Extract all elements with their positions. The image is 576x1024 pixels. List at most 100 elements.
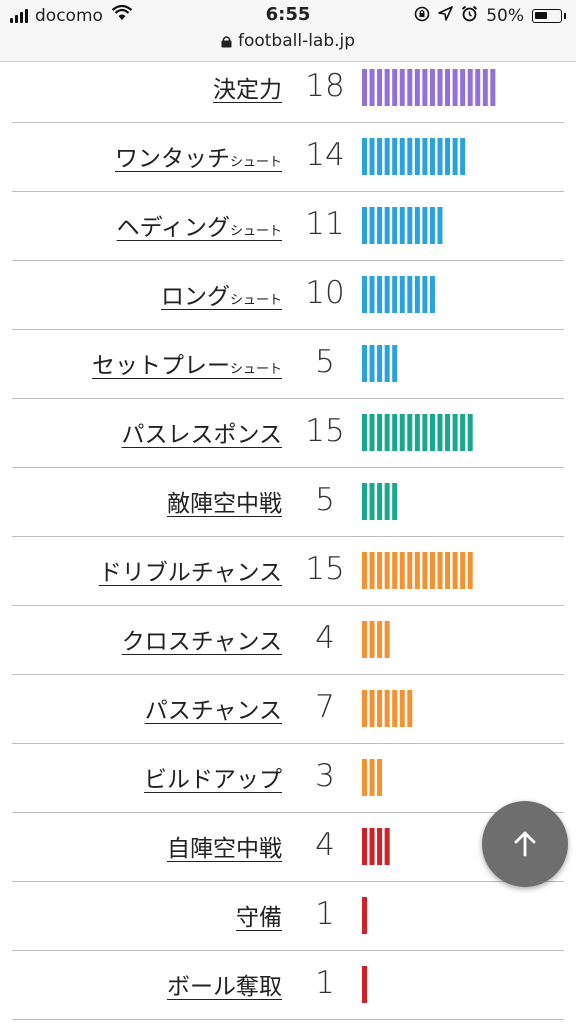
alarm-icon: [461, 5, 478, 27]
stat-row: ドリブルチャンス 15: [0, 537, 576, 606]
arrow-up-icon: [514, 831, 536, 857]
orientation-lock-icon: [414, 6, 430, 27]
bar-segment: [384, 552, 390, 589]
bar-segment: [407, 552, 413, 589]
bar-segment: [384, 276, 390, 313]
bar-segment: [377, 207, 383, 244]
stat-value: 5: [315, 482, 335, 518]
stat-bar: [362, 414, 473, 451]
bar-segment: [369, 207, 375, 244]
bar-segment: [437, 414, 443, 451]
bar-segment: [482, 69, 488, 106]
bar-segment: [377, 276, 383, 313]
row-divider: [12, 191, 564, 192]
bar-segment: [460, 552, 466, 589]
bar-segment: [407, 276, 413, 313]
bar-segment: [460, 138, 466, 175]
stat-value: 4: [315, 620, 335, 656]
bar-segment: [362, 690, 367, 727]
stat-label-link[interactable]: 敵陣空中戦: [167, 484, 282, 518]
stat-bar: [362, 345, 398, 382]
bar-segment: [369, 345, 375, 382]
stat-label-link[interactable]: ボール奪取: [167, 967, 282, 1001]
bar-segment: [362, 483, 367, 520]
bar-segment: [429, 276, 435, 313]
stat-value: 14: [305, 137, 345, 173]
stat-label: ヘディング: [116, 215, 230, 241]
row-divider: [12, 743, 564, 744]
bar-segment: [437, 69, 443, 106]
bar-segment: [407, 69, 413, 106]
stat-label-link[interactable]: ロングシュート: [161, 277, 282, 311]
bar-segment: [362, 966, 367, 1003]
stat-label: 敵陣空中戦: [167, 491, 282, 517]
stat-label-link[interactable]: パスチャンス: [145, 691, 282, 725]
address-bar[interactable]: football-lab.jp: [0, 31, 576, 51]
stat-label-link[interactable]: パスレスポンス: [121, 415, 282, 449]
stat-row: セットプレーシュート 5: [0, 330, 576, 399]
bar-segment: [392, 414, 398, 451]
stat-label-link[interactable]: ビルドアップ: [144, 760, 282, 794]
stat-bar: [362, 828, 390, 865]
bar-segment: [452, 552, 458, 589]
row-divider: [12, 398, 564, 399]
stat-bar: [362, 759, 383, 796]
bar-segment: [362, 828, 367, 865]
bar-segment: [369, 690, 375, 727]
signal-icon: [10, 8, 28, 23]
stat-label-link[interactable]: ヘディングシュート: [117, 208, 282, 242]
bar-segment: [369, 138, 375, 175]
stat-label-link[interactable]: 決定力: [213, 70, 282, 104]
carrier-label: docomo: [35, 5, 103, 26]
bar-segment: [422, 276, 428, 313]
bar-segment: [384, 483, 390, 520]
bar-segment: [414, 276, 420, 313]
row-divider: [12, 812, 564, 813]
status-bar: docomo 6:55 50% football-lab.jp: [0, 0, 576, 62]
bar-segment: [407, 207, 413, 244]
stats-list: 決定力 18 ワンタッチシュート 14 ヘディングシュート 11 ロングシュート 10 セットプ…: [0, 54, 576, 1020]
stat-label: クロスチャンス: [121, 629, 282, 655]
stat-label-link[interactable]: 自陣空中戦: [167, 829, 282, 863]
bar-segment: [369, 276, 375, 313]
bar-segment: [377, 483, 383, 520]
bar-segment: [414, 414, 420, 451]
bar-segment: [377, 828, 383, 865]
stat-label-link[interactable]: セットプレーシュート: [92, 346, 282, 380]
location-icon: [438, 6, 454, 26]
stat-bar: [362, 621, 390, 658]
bar-segment: [384, 69, 390, 106]
bar-segment: [377, 621, 383, 658]
stat-label-link[interactable]: 守備: [236, 898, 282, 932]
bar-segment: [377, 690, 383, 727]
bar-segment: [467, 414, 473, 451]
stat-label-link[interactable]: ワンタッチシュート: [115, 139, 282, 173]
bar-segment: [445, 552, 451, 589]
status-right: 50%: [414, 5, 566, 27]
stat-row: 敵陣空中戦 5: [0, 468, 576, 537]
bar-segment: [460, 69, 466, 106]
stat-row: ロングシュート 10: [0, 261, 576, 330]
battery-percent: 50%: [486, 6, 524, 26]
wifi-icon: [111, 4, 133, 26]
stat-row: パスチャンス 7: [0, 675, 576, 744]
stat-label-link[interactable]: クロスチャンス: [122, 622, 282, 656]
stat-value: 7: [315, 689, 335, 725]
stat-label: ドリブルチャンス: [98, 560, 282, 586]
bar-segment: [422, 207, 428, 244]
stat-label: 決定力: [213, 77, 282, 103]
bar-segment: [429, 207, 435, 244]
stat-label: ロング: [160, 284, 230, 310]
bar-segment: [362, 414, 367, 451]
bar-segment: [460, 414, 466, 451]
bar-segment: [467, 69, 473, 106]
bar-segment: [414, 552, 420, 589]
row-divider: [12, 329, 564, 330]
scroll-top-button[interactable]: [482, 801, 568, 887]
stat-value: 1: [315, 896, 335, 932]
stat-label: ボール奪取: [167, 974, 282, 1000]
bar-segment: [369, 621, 375, 658]
row-divider: [12, 605, 564, 606]
stat-label-link[interactable]: ドリブルチャンス: [99, 553, 282, 587]
stat-row: パスレスポンス 15: [0, 399, 576, 468]
